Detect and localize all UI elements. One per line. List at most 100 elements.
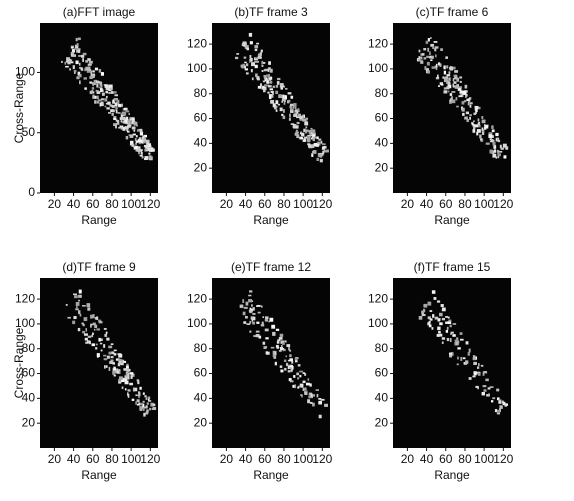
speckle <box>321 143 326 146</box>
speckle <box>289 354 292 358</box>
speckle <box>126 363 129 366</box>
speckle <box>287 370 291 373</box>
y-tick-label: 80 <box>375 341 389 355</box>
speckle <box>264 68 269 72</box>
speckle <box>98 69 101 73</box>
speckle <box>129 134 134 138</box>
speckle <box>465 116 468 120</box>
speckle <box>431 66 435 69</box>
speckle <box>137 128 141 131</box>
speckle <box>83 77 87 80</box>
speckle <box>138 402 141 405</box>
speckle <box>66 57 70 61</box>
speckle <box>476 106 479 110</box>
speckle <box>452 323 457 325</box>
speckle <box>459 80 462 83</box>
speckle <box>249 54 252 59</box>
speckle <box>244 68 249 71</box>
speckle <box>308 395 311 399</box>
speckle <box>251 318 254 322</box>
speckle <box>433 297 437 300</box>
speckle <box>453 81 457 84</box>
speckle <box>320 398 325 401</box>
speckle <box>461 107 465 112</box>
speckle <box>291 360 294 364</box>
speckle <box>272 331 276 336</box>
speckle <box>443 87 447 90</box>
speckle <box>478 106 481 110</box>
speckle <box>308 129 313 133</box>
speckle <box>421 310 425 315</box>
x-tick-label: 20 <box>401 452 415 466</box>
speckle <box>505 148 509 150</box>
speckle <box>472 355 476 359</box>
speckle <box>307 138 311 143</box>
speckle <box>266 74 270 77</box>
speckle <box>126 129 128 132</box>
speckle <box>491 129 495 133</box>
speckle <box>264 84 268 87</box>
speckle <box>482 371 485 376</box>
speckle <box>114 370 118 374</box>
x-tick-label: 60 <box>439 452 453 466</box>
speckle <box>499 150 503 153</box>
speckle <box>91 75 95 79</box>
speckle <box>234 56 239 60</box>
speckle <box>142 392 145 395</box>
speckle <box>262 61 266 64</box>
speckle <box>77 50 81 53</box>
speckle <box>81 305 86 307</box>
speckle <box>496 149 500 153</box>
speckle <box>477 372 481 375</box>
speckle <box>92 95 97 99</box>
x-tick-label: 80 <box>105 197 119 211</box>
x-tick-label: 60 <box>258 197 272 211</box>
speckle <box>127 389 131 392</box>
speckle <box>312 394 316 397</box>
speckle <box>423 57 427 60</box>
speckle <box>255 330 260 333</box>
speckle <box>289 349 292 352</box>
speckle <box>462 112 465 116</box>
x-axis-label: Range <box>434 468 470 482</box>
speckle <box>473 372 477 376</box>
speckle <box>89 90 93 95</box>
speckle <box>82 330 85 334</box>
speckle <box>296 121 299 125</box>
speckle <box>275 90 279 95</box>
speckle <box>452 77 455 82</box>
speckle <box>145 149 148 152</box>
speckle <box>250 68 253 73</box>
speckle <box>111 105 115 108</box>
speckle <box>473 112 477 115</box>
speckle <box>315 389 320 391</box>
speckle <box>435 63 438 68</box>
speckle <box>434 316 439 320</box>
speckle <box>92 314 95 319</box>
speckle <box>268 85 272 88</box>
speckle <box>448 319 452 322</box>
x-axis-label: Range <box>81 213 117 227</box>
speckle <box>300 131 303 133</box>
speckle <box>496 397 500 401</box>
speckle <box>111 112 114 116</box>
speckle <box>73 69 77 73</box>
speckle <box>99 102 102 107</box>
speckle <box>136 129 139 132</box>
speckle <box>125 371 129 376</box>
speckle <box>65 304 68 306</box>
speckle <box>107 101 111 105</box>
speckle <box>131 120 135 124</box>
speckle <box>480 138 482 141</box>
speckle <box>453 74 458 77</box>
speckle <box>469 104 472 108</box>
speckle <box>469 97 472 100</box>
panel-title: (f)TF frame 15 <box>414 260 491 274</box>
speckle <box>291 365 294 370</box>
y-tick-label: 20 <box>194 415 208 429</box>
speckle <box>120 120 123 123</box>
speckle <box>263 69 266 72</box>
speckle <box>279 333 284 337</box>
speckle <box>126 368 130 372</box>
speckle <box>476 366 480 369</box>
